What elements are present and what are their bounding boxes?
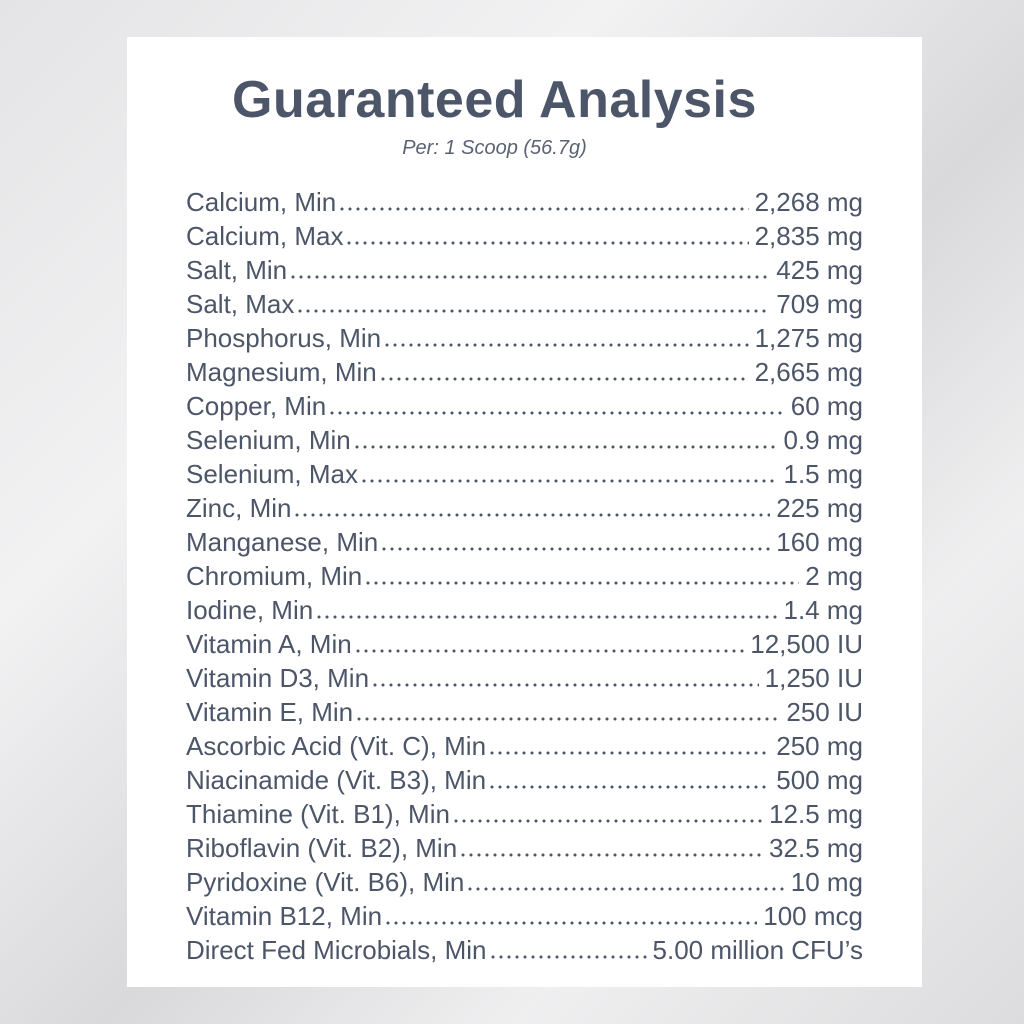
nutrient-value: 12.5 mg [769,799,863,829]
analysis-row: Riboflavin (Vit. B2), Min 32.5 mg [186,833,863,867]
dot-leader [451,819,764,823]
analysis-row: Pyridoxine (Vit. B6), Min 10 mg [186,867,863,901]
analysis-row: Phosphorus, Min 1,275 mg [186,323,863,357]
analysis-row: Calcium, Max 2,835 mg [186,221,863,255]
guaranteed-analysis-panel: Guaranteed Analysis Per: 1 Scoop (56.7g)… [127,37,922,987]
analysis-row: Iodine, Min 1.4 mg [186,595,863,629]
analysis-row: Niacinamide (Vit. B3), Min 500 mg [186,765,863,799]
nutrient-value: 250 IU [786,697,863,727]
nutrient-label: Selenium, Max [186,459,358,489]
nutrient-label: Phosphorus, Min [186,323,382,353]
dot-leader [338,207,749,211]
nutrient-label: Vitamin D3, Min [186,663,370,693]
nutrient-value: 709 mg [776,289,863,319]
nutrient-value: 2,835 mg [754,221,863,251]
nutrient-value: 1,250 IU [764,663,863,693]
dot-leader [459,853,764,857]
dot-leader [380,547,771,551]
analysis-row: Direct Fed Microbials, Min 5.00 million C… [186,935,863,969]
analysis-row: Salt, Min 425 mg [186,255,863,289]
nutrient-label: Vitamin B12, Min [186,901,383,931]
dot-leader [378,377,749,381]
nutrient-value: 2 mg [805,561,863,591]
dot-leader [383,343,749,347]
dot-leader [296,309,771,313]
dot-leader [364,581,800,585]
nutrient-label: Riboflavin (Vit. B2), Min [186,833,458,863]
serving-size: Per: 1 Scoop (56.7g) [402,137,587,159]
nutrient-value: 250 mg [776,731,863,761]
nutrient-value: 100 mcg [763,901,863,931]
analysis-row: Chromium, Min 2 mg [186,561,863,595]
analysis-row: Thiamine (Vit. B1), Min 12.5 mg [186,799,863,833]
analysis-row: Vitamin D3, Min 1,250 IU [186,663,863,697]
analysis-row: Vitamin A, Min 12,500 IU [186,629,863,663]
nutrient-label: Vitamin E, Min [186,697,354,727]
nutrient-label: Direct Fed Microbials, Min [186,935,487,965]
analysis-row: Selenium, Max 1.5 mg [186,459,863,493]
nutrient-label: Selenium, Min [186,425,351,455]
analysis-row: Calcium, Min 2,268 mg [186,187,863,221]
nutrient-label: Magnesium, Min [186,357,377,387]
analysis-row: Ascorbic Acid (Vit. C), Min 250 mg [186,731,863,765]
nutrient-value: 5.00 million CFU’s [652,935,863,965]
nutrient-label: Ascorbic Acid (Vit. C), Min [186,731,487,761]
nutrient-label: Copper, Min [186,391,327,421]
dot-leader [352,445,778,449]
analysis-row: Selenium, Min 0.9 mg [186,425,863,459]
nutrient-value: 500 mg [776,765,863,795]
analysis-row: Manganese, Min 160 mg [186,527,863,561]
dot-leader [359,479,778,483]
nutrient-label: Thiamine (Vit. B1), Min [186,799,450,829]
dot-leader [353,649,745,653]
dot-leader [488,751,771,755]
dot-leader [466,887,785,891]
dot-leader [488,785,771,789]
page-title: Guaranteed Analysis [232,71,757,129]
nutrient-label: Zinc, Min [186,493,292,523]
dot-leader [488,955,647,959]
nutrient-label: Salt, Max [186,289,295,319]
dot-leader [328,411,785,415]
nutrient-value: 2,665 mg [754,357,863,387]
nutrient-value: 10 mg [790,867,863,897]
dot-leader [289,275,771,279]
dot-leader [315,615,778,619]
nutrient-value: 32.5 mg [769,833,863,863]
nutrient-label: Calcium, Min [186,187,337,217]
nutrient-value: 1.5 mg [783,459,864,489]
analysis-row: Vitamin E, Min 250 IU [186,697,863,731]
nutrient-value: 12,500 IU [750,629,863,659]
nutrient-value: 2,268 mg [754,187,863,217]
nutrient-label: Calcium, Max [186,221,344,251]
nutrient-value: 160 mg [776,527,863,557]
analysis-row: Copper, Min 60 mg [186,391,863,425]
nutrient-value: 425 mg [776,255,863,285]
nutrient-label: Manganese, Min [186,527,379,557]
nutrient-value: 60 mg [790,391,863,421]
nutrient-label: Iodine, Min [186,595,314,625]
nutrient-label: Vitamin A, Min [186,629,352,659]
analysis-list: Calcium, Min 2,268 mg Calcium, Max 2,835 mg… [186,187,863,969]
nutrient-label: Salt, Min [186,255,288,285]
analysis-row: Vitamin B12, Min 100 mcg [186,901,863,935]
nutrient-value: 225 mg [776,493,863,523]
nutrient-label: Chromium, Min [186,561,363,591]
analysis-row: Zinc, Min 225 mg [186,493,863,527]
dot-leader [345,241,749,245]
dot-leader [355,717,781,721]
analysis-row: Magnesium, Min 2,665 mg [186,357,863,391]
dot-leader [371,683,759,687]
nutrient-value: 1.4 mg [783,595,864,625]
dot-leader [384,921,758,925]
nutrient-value: 1,275 mg [754,323,863,353]
dot-leader [293,513,771,517]
nutrient-value: 0.9 mg [783,425,864,455]
analysis-row: Salt, Max 709 mg [186,289,863,323]
nutrient-label: Niacinamide (Vit. B3), Min [186,765,487,795]
nutrient-label: Pyridoxine (Vit. B6), Min [186,867,465,897]
